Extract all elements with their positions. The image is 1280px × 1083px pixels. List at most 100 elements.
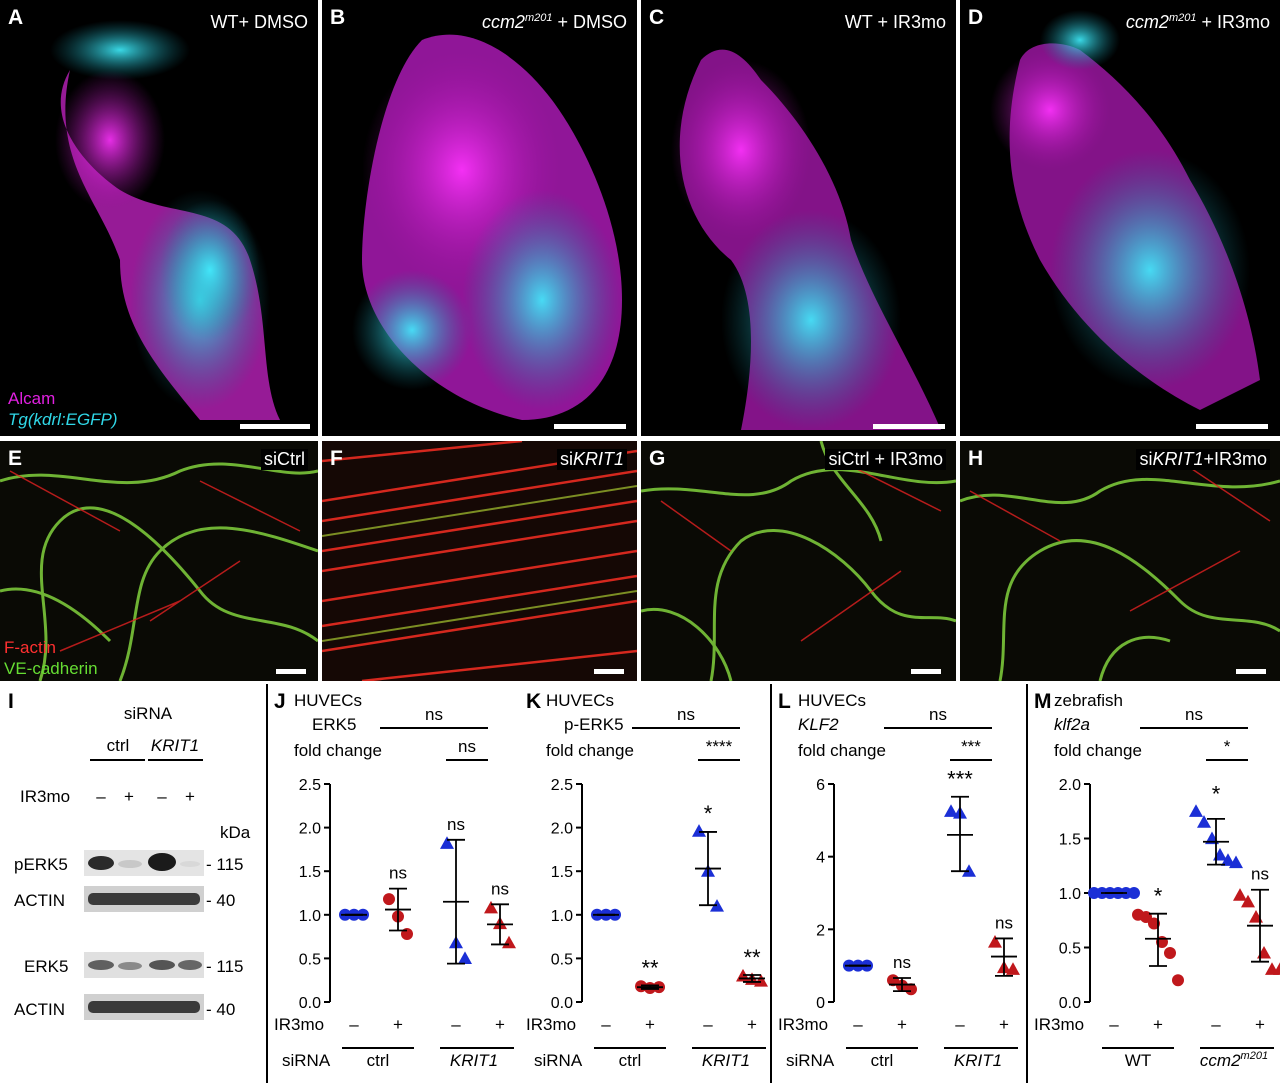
treatment-label: + (999, 1015, 1009, 1034)
group1-label: ctrl (367, 1051, 390, 1070)
treatment-label: + (645, 1015, 655, 1034)
data-point (988, 935, 1002, 948)
panel-l-chart: L HUVECs KLF2 fold change ns *** 0 2 4 6 – ns + *** – n… (772, 684, 1028, 1083)
genotype: ccm2 (1125, 12, 1169, 32)
legend-alcam: Alcam (8, 389, 56, 408)
panel-letter: H (968, 447, 984, 470)
treatment-label: + (393, 1015, 403, 1034)
data-point (502, 935, 516, 949)
group2-label: KRIT1 (450, 1051, 498, 1070)
data-point (1172, 974, 1184, 987)
bracket-inner-label: **** (706, 737, 733, 756)
treatment-label: – (451, 1015, 461, 1034)
data-point (1148, 917, 1160, 930)
panel-title-text: si (1139, 449, 1153, 469)
bracket-top-label: ns (1185, 705, 1203, 724)
y-tick-label: 1.5 (551, 864, 573, 881)
treatment-label: + (1153, 1015, 1163, 1034)
ir3mo-label: IR3mo (20, 787, 70, 806)
y-tick-label: 0.0 (299, 995, 321, 1012)
significance-label: ** (641, 955, 659, 980)
band-label-perk5: pERK5 (14, 855, 68, 874)
bracket-top-label: ns (677, 705, 695, 724)
y-tick-label: 2.0 (1059, 777, 1081, 794)
scale-bar (240, 424, 310, 429)
panel-title: siKRIT1 (556, 449, 627, 470)
data-point (1233, 888, 1247, 901)
panel-f-image: F siKRIT1 (322, 441, 637, 681)
treatment-label: – (853, 1015, 863, 1034)
treatment-label: + (495, 1015, 505, 1034)
y-tick-label: 0 (816, 995, 825, 1012)
panel-title-text: WT+ DMSO (210, 12, 309, 32)
panel-title: siKRIT1+IR3mo (1136, 449, 1270, 470)
western-blot: I siRNA ctrl KRIT1 IR3mo – + – + kDa pER… (8, 690, 251, 1020)
chart-title-line3: fold change (294, 741, 382, 760)
panel-letter: J (274, 690, 286, 713)
sirna-label: siRNA (534, 1051, 583, 1070)
blot-strip-erk5 (84, 952, 204, 978)
data-point (1189, 804, 1203, 817)
genotype: ccm2 (481, 12, 525, 32)
group2-label: KRIT1 (702, 1051, 750, 1070)
chart-title-line2: KLF2 (798, 715, 839, 734)
data-point (1229, 855, 1243, 869)
ir3mo-label: IR3mo (1034, 1015, 1084, 1034)
group2-label: KRIT1 (954, 1051, 1002, 1070)
panel-letter: M (1034, 690, 1052, 713)
data-point (1164, 946, 1176, 959)
panel-j-chart: J HUVECs ERK5 fold change ns ns 0.0 0.5 1.0 1.5 2.… (266, 684, 522, 1083)
cells-image-h (960, 441, 1280, 681)
y-tick-label: 2 (816, 922, 825, 939)
data-point (440, 836, 454, 849)
band-kda-perk5: - 115 (206, 855, 244, 874)
group1-label: WT (1125, 1051, 1151, 1070)
heart-image-d (990, 10, 1260, 410)
significance-label: *** (947, 767, 973, 792)
significance-label: ** (743, 945, 761, 970)
significance-label: * (704, 801, 713, 826)
minus-1: – (96, 787, 106, 806)
sirna-label: siRNA (282, 1051, 331, 1070)
legend-alcam-kdrl: Alcam Tg(kdrl:EGFP) (8, 388, 118, 430)
y-tick-label: 0.5 (299, 951, 321, 968)
ir3mo-label: IR3mo (778, 1015, 828, 1034)
allele: m201 (1168, 12, 1197, 24)
blot-strip-perk5 (84, 850, 204, 876)
legend-kdrl: Tg(kdrl:EGFP) (8, 410, 118, 429)
blot-strip-actin-1 (84, 886, 204, 912)
ir3mo-label: IR3mo (274, 1015, 324, 1034)
y-tick-label: 2.5 (299, 777, 321, 794)
panel-title-text: + DMSO (552, 12, 627, 32)
panel-letter: A (8, 6, 24, 29)
band-label-erk5: ERK5 (24, 957, 68, 976)
data-point (1221, 853, 1235, 866)
bracket-top-label: ns (929, 705, 947, 724)
panel-title: ccm2m201 + IR3mo (1126, 12, 1270, 33)
data-point (1213, 847, 1227, 861)
data-point (1197, 815, 1211, 828)
significance-label: ns (1251, 865, 1269, 884)
panel-k-chart: K HUVECs p-ERK5 fold change ns **** 0.0 0.5 1.0 1… (520, 684, 772, 1083)
cells-image-f (322, 441, 637, 681)
band-kda-actin-1: - 40 (206, 891, 235, 910)
panel-title: siCtrl (261, 449, 308, 470)
y-tick-label: 2.0 (299, 821, 321, 838)
panel-title-text: WT + IR3mo (844, 12, 946, 32)
data-point (1273, 962, 1280, 975)
treatment-label: – (955, 1015, 965, 1034)
y-tick-label: 1.0 (1059, 886, 1081, 903)
data-point (1257, 945, 1271, 959)
kda-label: kDa (220, 823, 251, 842)
panel-title: siCtrl + IR3mo (825, 449, 946, 470)
band-kda-actin-2: - 40 (206, 1000, 235, 1019)
legend-factin: F-actin (4, 638, 56, 657)
sirna-label: siRNA (124, 704, 173, 723)
chart-title-line1: HUVECs (546, 691, 614, 710)
minus-2: – (157, 787, 167, 806)
panel-d-image: D ccm2m201 + IR3mo (960, 0, 1280, 436)
chart-title-line3: fold change (798, 741, 886, 760)
